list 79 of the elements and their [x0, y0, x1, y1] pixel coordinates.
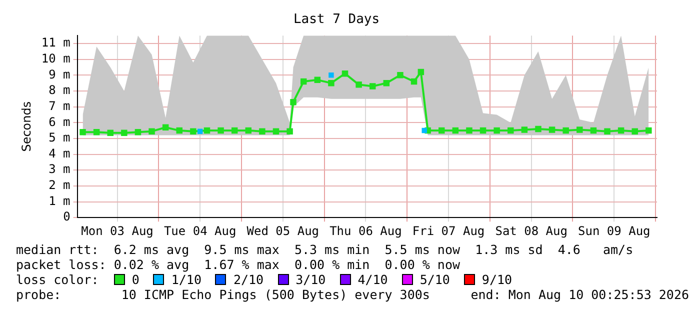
- point: [369, 83, 376, 90]
- point: [80, 129, 86, 136]
- point: [466, 127, 472, 134]
- point: [328, 80, 334, 86]
- point: [328, 72, 334, 78]
- point: [107, 130, 114, 136]
- point: [286, 128, 293, 134]
- point: [245, 127, 252, 134]
- y-tick-label: 6 m: [48, 114, 70, 129]
- y-tick-label: 2 m: [48, 178, 70, 192]
- text: end: Mon Aug 10 00:25:53 2026: [470, 287, 689, 302]
- legend-label: 5/10: [420, 272, 450, 287]
- y-tick-label: 8 m: [48, 83, 70, 98]
- chart-title: Last 7 Days: [293, 12, 380, 28]
- point: [148, 128, 155, 134]
- text: median rtt: 6.2 ms avg 9.5 ms max 5.3 ms min 5.5 ms now 1.3 ms sd 4.6 am/s: [16, 242, 634, 257]
- point: [535, 126, 542, 132]
- point: [218, 127, 224, 134]
- y-tick-label: 4 m: [48, 146, 70, 160]
- point: [576, 126, 583, 133]
- y-tick-label: 0: [63, 210, 70, 224]
- point: [632, 128, 638, 134]
- legend-title: loss color:: [16, 272, 100, 287]
- legend-label: 1/10: [171, 272, 202, 287]
- x-tick-label: Sun 09 Aug: [578, 224, 650, 238]
- legend-label: 2/10: [233, 272, 264, 287]
- legend-label: 3/10: [296, 272, 326, 287]
- x-tick-label: Thu 06 Aug: [330, 224, 402, 238]
- y-tick-label: 1 m: [48, 194, 70, 208]
- point: [418, 68, 424, 76]
- point: [548, 126, 556, 133]
- point: [231, 127, 238, 134]
- point: [176, 127, 182, 134]
- y-tick-label: 11 m: [41, 36, 70, 50]
- point: [162, 124, 169, 131]
- point: [521, 126, 528, 133]
- point: [314, 76, 321, 84]
- point: [342, 70, 348, 77]
- x-tick-label: Fri 07 Aug: [412, 224, 485, 238]
- point: [204, 127, 210, 134]
- y-tick-label: 3 m: [48, 162, 70, 176]
- point: [190, 128, 196, 134]
- point: [422, 128, 427, 134]
- point: [438, 127, 445, 134]
- y-tick-label: 9 m: [48, 67, 70, 82]
- point: [452, 127, 459, 134]
- text: probe: 10 ICMP Echo Pings (500 Bytes) every 300s: [16, 287, 430, 302]
- point: [646, 127, 652, 134]
- point: [290, 98, 296, 106]
- x-tick-label: Tue 04 Aug: [164, 224, 236, 238]
- point: [397, 72, 404, 78]
- point: [134, 129, 142, 136]
- point: [604, 128, 610, 134]
- point: [410, 78, 418, 85]
- point: [121, 130, 128, 136]
- point: [259, 128, 266, 134]
- x-tick-label: Wed 05 Aug: [246, 224, 320, 238]
- point: [356, 82, 362, 88]
- point: [562, 127, 569, 134]
- point: [480, 127, 486, 134]
- point: [494, 127, 500, 134]
- point: [300, 78, 307, 85]
- point: [272, 128, 280, 134]
- text: packet loss: 0.02 % avg 1.67 % max 0.00 % min 0.00 % now: [16, 257, 462, 272]
- y-axis-title: Seconds: [19, 101, 34, 152]
- point: [508, 127, 514, 134]
- y-tick-label: 7 m: [48, 98, 70, 113]
- point: [197, 128, 203, 134]
- x-tick-label: Sat 08 Aug: [495, 224, 568, 238]
- legend-label: 4/10: [358, 272, 388, 287]
- y-tick-label: 5 m: [48, 130, 70, 145]
- point: [383, 80, 390, 86]
- y-tick-label: 10 m: [41, 51, 70, 66]
- point: [590, 127, 597, 134]
- x-tick-label: Mon 03 Aug: [81, 224, 154, 238]
- point: [93, 129, 100, 136]
- legend-label: 0: [132, 272, 140, 287]
- legend-label: 9/10: [482, 272, 512, 287]
- point: [618, 127, 624, 134]
